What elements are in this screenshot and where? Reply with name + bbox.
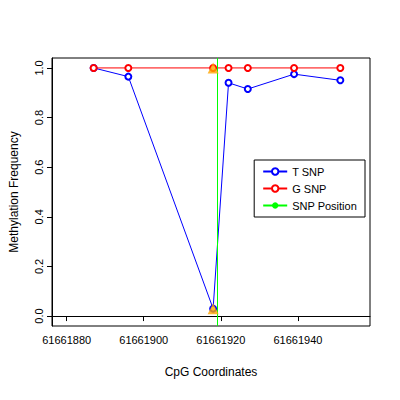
svg-text:0.8: 0.8 [33, 110, 45, 125]
svg-text:61661940: 61661940 [273, 334, 322, 346]
svg-text:61661920: 61661920 [196, 334, 245, 346]
svg-text:0.6: 0.6 [33, 160, 45, 175]
svg-text:T SNP: T SNP [292, 166, 324, 178]
svg-text:CpG Coordinates: CpG Coordinates [165, 365, 258, 379]
svg-text:0.2: 0.2 [33, 259, 45, 274]
svg-text:1.0: 1.0 [33, 60, 45, 75]
svg-text:G SNP: G SNP [292, 183, 326, 195]
svg-text:Methylation Frequency: Methylation Frequency [7, 131, 21, 252]
svg-text:61661880: 61661880 [42, 334, 91, 346]
svg-text:0.0: 0.0 [33, 308, 45, 323]
svg-text:61661900: 61661900 [119, 334, 168, 346]
svg-text:0.4: 0.4 [33, 209, 45, 224]
svg-text:SNP Position: SNP Position [292, 200, 357, 212]
